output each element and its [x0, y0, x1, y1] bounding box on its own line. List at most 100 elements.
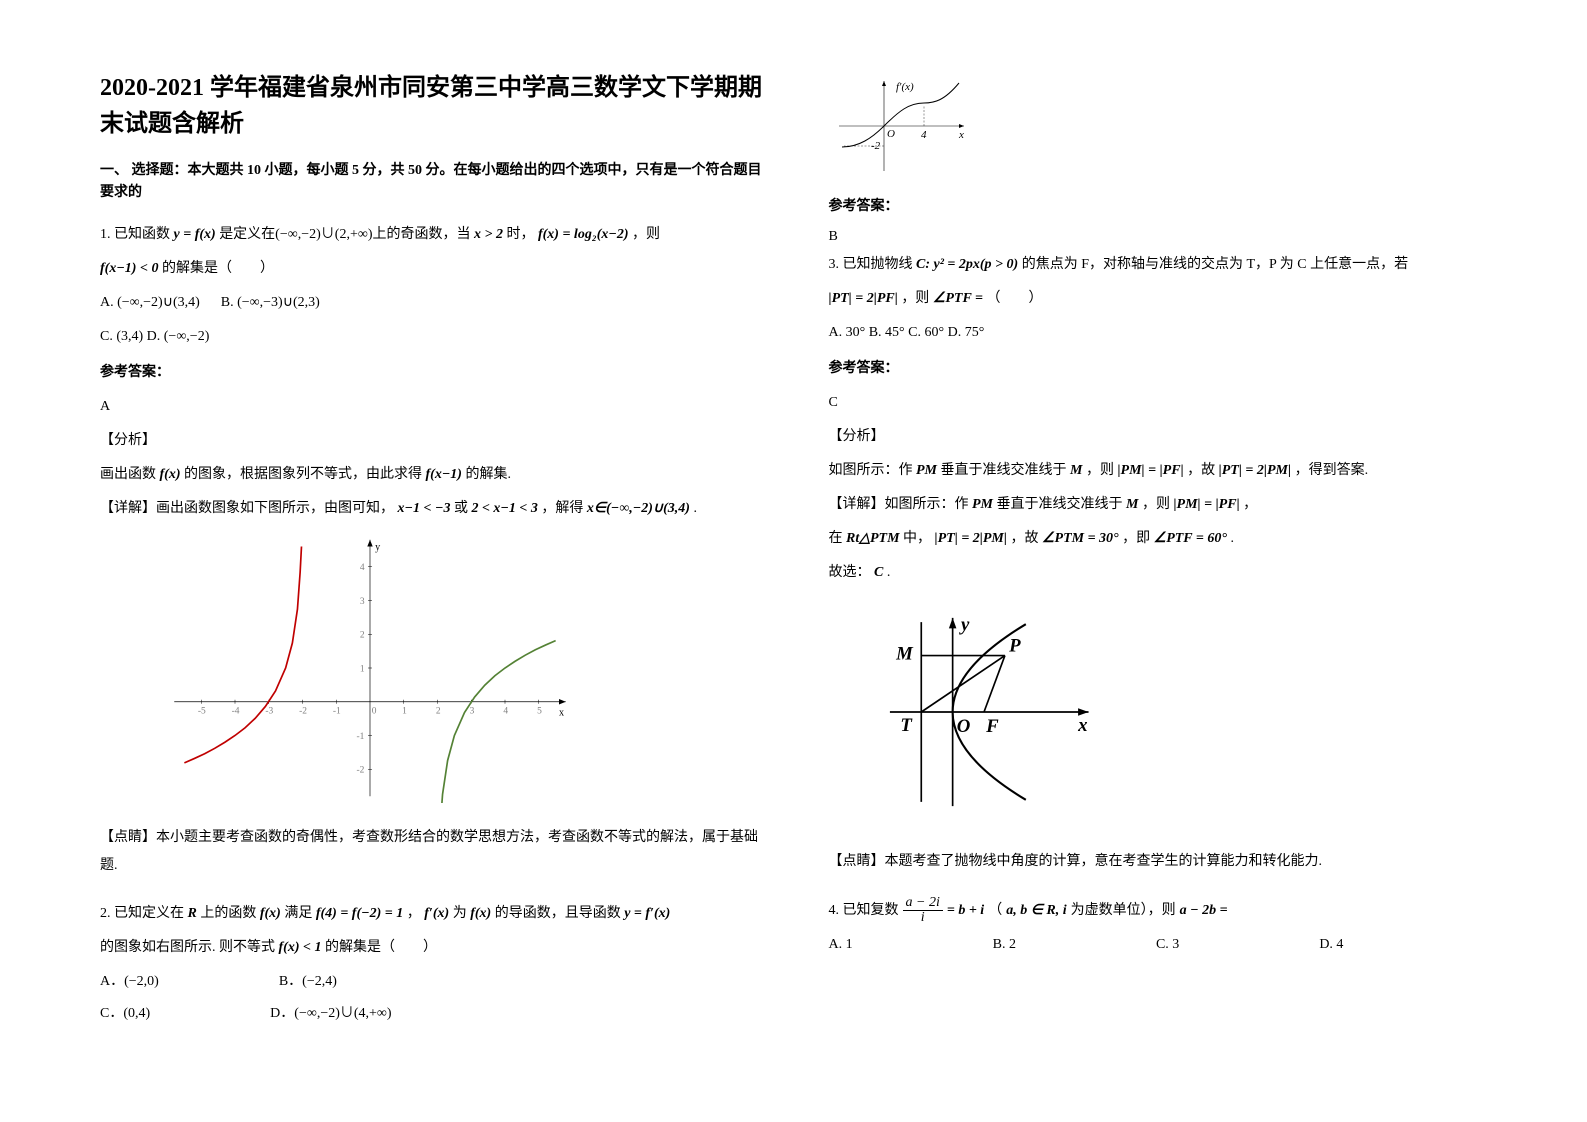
q4-opt-b: B. 2 [993, 931, 1016, 959]
q3-opts: A. 30° B. 45° C. 60° D. 75° [829, 319, 1498, 347]
q3-ana-eq1: |PM| = |PF| [1117, 463, 1183, 478]
q1-ana-b: f(x) [160, 467, 181, 482]
svg-text:-5: -5 [198, 706, 206, 716]
q1-stem-b: 是定义在(−∞,−2)∪(2,+∞)上的奇函数，当 [219, 227, 470, 242]
label-F: F [985, 716, 999, 737]
svg-text:-2: -2 [299, 706, 307, 716]
q1-ana-a: 画出函数 [100, 467, 156, 482]
question-4: 4. 已知复数 a − 2i i = b + i （ a, b ∈ R, i 为… [829, 896, 1498, 963]
q3-a: 3. 已知抛物线 [829, 257, 913, 272]
q2-e: 为 [453, 906, 467, 921]
svg-text:4: 4 [503, 706, 508, 716]
q3-det-eq1: |PM| = |PF| [1173, 497, 1239, 512]
section-head: 一、 选择题：本大题共 10 小题，每小题 5 分，共 50 分。在每小题给出的… [100, 160, 769, 205]
svg-text:-2: -2 [871, 140, 881, 152]
q3-ana-e: ，得到答案. [1295, 463, 1369, 478]
q2-f: 的导函数，且导函数 [495, 906, 621, 921]
q2-ans-label: 参考答案： [829, 195, 1498, 215]
q1-det-b: x−1 < −3 [398, 501, 451, 516]
q4-opt-a: A. 1 [829, 931, 853, 959]
q4-opt-c: C. 3 [1156, 931, 1179, 959]
q3-det-b: 垂直于准线交准线于 [997, 497, 1123, 512]
label-y: y [959, 614, 970, 635]
svg-text:5: 5 [537, 706, 542, 716]
svg-text:0: 0 [372, 706, 377, 716]
svg-text:f′(x): f′(x) [896, 81, 914, 93]
q3-rt-a: 在 [829, 531, 843, 546]
q2-d: ， [407, 906, 421, 921]
q2-a: 2. 已知定义在 [100, 906, 184, 921]
q3-rt-c: ，故 [1010, 531, 1038, 546]
q3-ana-b: 垂直于准线交准线于 [941, 463, 1067, 478]
svg-text:2: 2 [436, 706, 441, 716]
q3-ana-a: 如图所示：作 [829, 463, 913, 478]
q1-expr2: x > 2 [474, 227, 503, 242]
svg-text:-1: -1 [333, 706, 341, 716]
q3-choose: 故选： [829, 565, 871, 580]
svg-text:y: y [375, 542, 381, 553]
q1-ans-label: 参考答案： [100, 359, 769, 387]
svg-text:2: 2 [360, 630, 365, 640]
q3-ana-eq2: |PT| = 2|PM| [1219, 463, 1291, 478]
q1-line2-expr: f(x−1) < 0 [100, 261, 158, 276]
q1-det-d: 2 < x−1 < 3 [471, 501, 537, 516]
q3-rt-eq2: ∠PTM = 30° [1042, 531, 1119, 546]
q2-R: R [188, 906, 197, 921]
q1-ans: A [100, 393, 769, 421]
label-O: O [956, 716, 970, 737]
q2-graph-svg: 4 -2 O x f′(x) [829, 76, 979, 176]
q4-cond: a, b ∈ R, i [1006, 897, 1066, 925]
q3-ans-label: 参考答案： [829, 355, 1498, 383]
svg-text:4: 4 [921, 129, 927, 141]
q3-figure-svg: y x M P T O F [869, 597, 1099, 827]
question-2: 2. 已知定义在 R 上的函数 f(x) 满足 f(4) = f(−2) = 1… [100, 900, 769, 1032]
q1-expr3: f(x) = log₂(x−2) [538, 227, 629, 242]
q3-rt-eq3: ∠PTF = 60° [1154, 531, 1227, 546]
q2-c: 满足 [284, 906, 312, 921]
q4-frac-top: a − 2i [903, 896, 943, 911]
q2-opt-d: D．(−∞,−2)∪(4,+∞) [270, 1000, 391, 1028]
q2-ans: B [829, 229, 1498, 245]
q2-opt-a: A．(−2,0) [100, 968, 159, 996]
q3-rt-d: ，即 [1122, 531, 1150, 546]
q1-graph-svg: -5-4 -3-2 -10 12 34 5 12 34 -1-2 x y [160, 533, 580, 803]
svg-text:-4: -4 [232, 706, 240, 716]
q1-ana-d: f(x−1) [426, 467, 462, 482]
q4-expr: a − 2b = [1180, 897, 1228, 925]
q3-analysis-label: 【分析】 [829, 423, 1498, 451]
q1-opt-c: C. (3,4) D. (−∞,−2) [100, 323, 769, 351]
q3-det-d: ， [1243, 497, 1257, 512]
svg-text:-1: -1 [357, 732, 365, 742]
svg-text:x: x [958, 129, 964, 141]
q1-det-f: x∈(−∞,−2)∪(3,4) [587, 501, 690, 516]
label-P: P [1008, 635, 1021, 656]
q3-line2-c: （ ） [987, 291, 1043, 306]
label-T: T [900, 715, 913, 736]
q1-stem-d: ，则 [632, 227, 660, 242]
q2-line2-b: 的解集是（ ） [325, 940, 437, 955]
q2-line2-a: 的图象如右图所示. 则不等式 [100, 940, 275, 955]
q4-a: 4. 已知复数 [829, 897, 899, 925]
q3-ana-M: M [1070, 463, 1082, 478]
q1-opt-a: A. (−∞,−2)∪(3,4) [100, 295, 200, 310]
q1-stem-a: 1. 已知函数 [100, 227, 170, 242]
q3-rt-eq1: |PT| = 2|PM| [935, 531, 1007, 546]
label-x: x [1077, 715, 1087, 736]
q4-frac-bot: i [921, 911, 925, 925]
svg-text:3: 3 [360, 597, 365, 607]
q2-graph: 4 -2 O x f′(x) [829, 76, 1498, 181]
q3-line2-expr: |PT| = 2|PF| [829, 291, 898, 306]
q3-ana-d: ，故 [1187, 463, 1215, 478]
label-M: M [895, 644, 914, 665]
q3-angle: ∠PTF = [933, 291, 983, 306]
left-column: 2020-2021 学年福建省泉州市同安第三中学高三数学文下学期期末试题含解析 … [100, 70, 769, 1092]
q1-ana-c: 的图象，根据图象列不等式，由此求得 [184, 467, 422, 482]
q1-expr1: y = f(x) [174, 227, 216, 242]
q2-b: 上的函数 [200, 906, 256, 921]
q1-ana-e: 的解集. [465, 467, 511, 482]
q4-eq: = b + i [947, 897, 984, 925]
q1-line2-tail: 的解集是（ ） [162, 261, 274, 276]
svg-text:-3: -3 [265, 706, 273, 716]
q2-line2-expr: f(x) < 1 [279, 940, 322, 955]
q4-opt-d: D. 4 [1319, 931, 1343, 959]
